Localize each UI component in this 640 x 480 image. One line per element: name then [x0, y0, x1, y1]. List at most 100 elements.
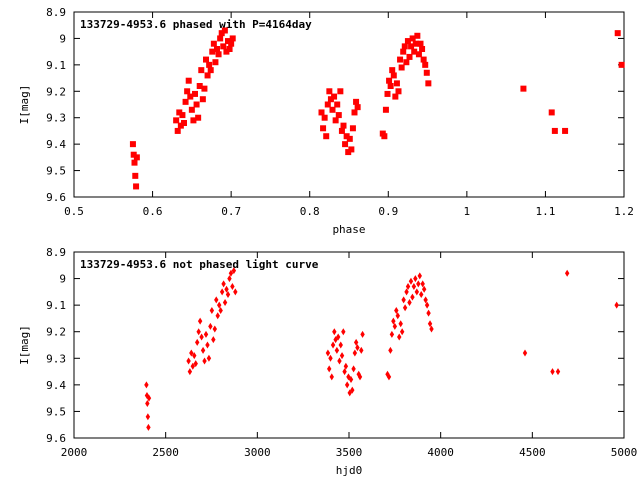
- data-point: [133, 154, 140, 161]
- data-point: [392, 322, 398, 330]
- data-point: [410, 293, 415, 301]
- data-point: [403, 59, 410, 66]
- data-point: [416, 280, 421, 288]
- data-point: [564, 269, 570, 277]
- data-point: [212, 325, 217, 333]
- data-point: [144, 381, 149, 389]
- data-point: [174, 127, 181, 134]
- data-point: [182, 98, 189, 105]
- x-tick-label: 2000: [61, 446, 88, 459]
- data-point: [420, 56, 427, 63]
- data-point: [352, 349, 358, 357]
- x-tick-label: 1.1: [535, 205, 555, 218]
- data-point: [386, 77, 393, 84]
- data-point: [359, 346, 364, 354]
- data-point: [343, 362, 349, 370]
- data-point: [129, 141, 136, 148]
- data-point: [329, 373, 334, 381]
- x-tick-label: 1.2: [614, 205, 634, 218]
- data-point: [192, 90, 198, 97]
- data-point: [218, 306, 223, 314]
- x-tick-label: 5000: [611, 446, 638, 459]
- y-tick-label: 8.9: [46, 6, 66, 19]
- data-point: [398, 64, 405, 71]
- data-point: [423, 69, 430, 76]
- data-point: [223, 48, 230, 55]
- data-point: [400, 48, 407, 55]
- data-point: [188, 106, 195, 113]
- data-point: [388, 346, 393, 354]
- data-point: [326, 88, 333, 95]
- data-point: [329, 106, 336, 113]
- unphased-light-curve-panel: 2000 2500 3000 3500 4000 4500 5000 8.9 9 9.1 9.2 9.…: [18, 246, 637, 477]
- y-tick-label: 9.4: [46, 138, 66, 151]
- data-point: [412, 40, 419, 47]
- data-point: [145, 399, 150, 407]
- data-point: [339, 352, 345, 360]
- data-point: [398, 320, 403, 328]
- data-point: [225, 291, 231, 299]
- data-point: [185, 77, 192, 84]
- data-point: [338, 341, 343, 349]
- data-point: [131, 159, 138, 166]
- data-point: [349, 125, 356, 132]
- data-point: [193, 360, 198, 368]
- data-point: [199, 96, 206, 103]
- data-point: [346, 135, 353, 142]
- data-point: [230, 283, 235, 291]
- data-point: [176, 109, 183, 116]
- data-point: [419, 291, 424, 299]
- x-tick-label: 3000: [244, 446, 271, 459]
- x-tick-label: 0.7: [221, 205, 241, 218]
- data-point: [551, 127, 558, 134]
- data-point: [210, 40, 217, 47]
- y-tick-label: 8.9: [46, 246, 66, 259]
- data-point: [401, 43, 408, 50]
- y-tick-label: 9.3: [46, 112, 66, 125]
- data-point: [614, 301, 619, 309]
- data-point: [404, 38, 411, 45]
- chart-title: 133729-4953.6 not phased light curve: [80, 258, 319, 271]
- data-point: [331, 93, 338, 100]
- data-point: [330, 341, 336, 349]
- data-point: [334, 346, 340, 354]
- data-point: [209, 306, 215, 314]
- data-point: [146, 394, 152, 402]
- data-point: [228, 269, 234, 277]
- data-point: [341, 328, 346, 336]
- x-tick-label: 0.6: [143, 205, 163, 218]
- x-tick-label: 4000: [427, 446, 454, 459]
- data-point: [196, 328, 201, 336]
- data-point: [562, 127, 569, 134]
- data-point: [340, 122, 347, 129]
- data-point: [217, 35, 224, 42]
- data-point: [360, 330, 365, 338]
- data-point: [190, 362, 195, 370]
- plot-frame: [73, 11, 625, 198]
- data-point: [229, 35, 236, 42]
- data-point: [206, 354, 212, 362]
- data-point: [186, 357, 191, 365]
- data-point: [392, 93, 399, 100]
- data-point: [344, 381, 350, 389]
- data-point: [357, 373, 363, 381]
- data-point: [325, 349, 331, 357]
- data-point: [413, 275, 418, 283]
- data-point: [208, 322, 213, 330]
- data-point: [204, 72, 211, 79]
- data-point: [350, 386, 355, 394]
- data-point: [555, 368, 561, 376]
- data-point: [409, 35, 416, 42]
- data-point: [389, 67, 396, 74]
- data-point: [200, 346, 206, 354]
- data-point: [327, 365, 332, 373]
- data-point: [351, 109, 358, 116]
- y-tick-label: 9.1: [46, 299, 66, 312]
- data-point: [221, 280, 226, 288]
- data-point: [395, 88, 402, 95]
- data-point: [146, 423, 151, 431]
- data-point: [408, 43, 415, 50]
- data-point: [189, 349, 194, 357]
- data-point: [179, 112, 186, 119]
- x-tick-label: 4500: [519, 446, 546, 459]
